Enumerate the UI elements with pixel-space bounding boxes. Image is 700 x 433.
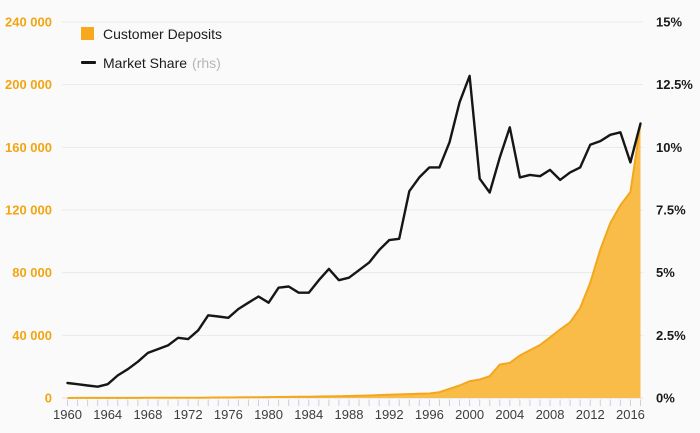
deposits-area-outline (67, 124, 642, 399)
x-axis-label: 1968 (133, 407, 162, 422)
x-axis-label: 2000 (455, 407, 484, 422)
x-axis-label: 2004 (495, 407, 524, 422)
left-axis-label: 200 000 (5, 77, 52, 92)
x-axis-label: 1984 (294, 407, 323, 422)
x-axis-labels: 1960 1964 1968 1972 1976 1980 1984 1988 1992 1996… (53, 407, 645, 422)
x-axis-label: 2008 (536, 407, 565, 422)
x-axis-ticks (67, 399, 641, 406)
market-share-line-icon (81, 61, 96, 64)
x-axis-label: 1972 (174, 407, 203, 422)
deposits-swatch-icon (81, 27, 94, 40)
x-axis-label: 2012 (576, 407, 605, 422)
x-axis-label: 1980 (254, 407, 283, 422)
x-axis-label: 1996 (415, 407, 444, 422)
legend-label-deposits: Customer Deposits (103, 25, 223, 42)
legend-rhs-note: (rhs) (192, 54, 221, 71)
market-share-line (66, 74, 642, 388)
x-axis-label: 1960 (53, 407, 82, 422)
x-axis-label: 1988 (335, 407, 364, 422)
right-axis-label: 5% (656, 265, 675, 280)
right-axis-label: 2.5% (656, 328, 686, 343)
right-axis-label: 10% (656, 140, 682, 155)
legend-item-market-share[interactable]: Market Share (rhs) (81, 52, 222, 73)
left-axis-label: 40 000 (12, 328, 52, 343)
right-axis-label: 12.5% (656, 77, 693, 92)
left-axis-label: 0 (45, 391, 52, 406)
right-axis-label: 0% (656, 391, 675, 406)
right-axis-label: 7.5% (656, 203, 686, 218)
left-axis-label: 160 000 (5, 140, 52, 155)
legend-label-market-share: Market Share (103, 54, 188, 71)
left-axis-label: 80 000 (12, 265, 52, 280)
gridlines (62, 21, 643, 399)
x-axis-label: 1992 (375, 407, 404, 422)
legend: Customer Deposits Market Share (rhs) (81, 23, 222, 81)
x-axis-label: 1976 (214, 407, 243, 422)
x-axis-label: 1964 (93, 407, 122, 422)
right-axis-label: 15% (656, 15, 682, 30)
left-axis-label: 240 000 (5, 15, 52, 30)
x-axis-label: 2016 (616, 407, 645, 422)
deposits-area (67, 124, 641, 398)
right-axis-labels: 0% 2.5% 5% 7.5% 10% 12.5% 15% (656, 15, 693, 406)
legend-item-deposits[interactable]: Customer Deposits (81, 23, 222, 44)
left-axis-label: 120 000 (5, 203, 52, 218)
left-axis-labels: 0 40 000 80 000 120 000 160 000 200 000 240 00… (5, 15, 52, 406)
